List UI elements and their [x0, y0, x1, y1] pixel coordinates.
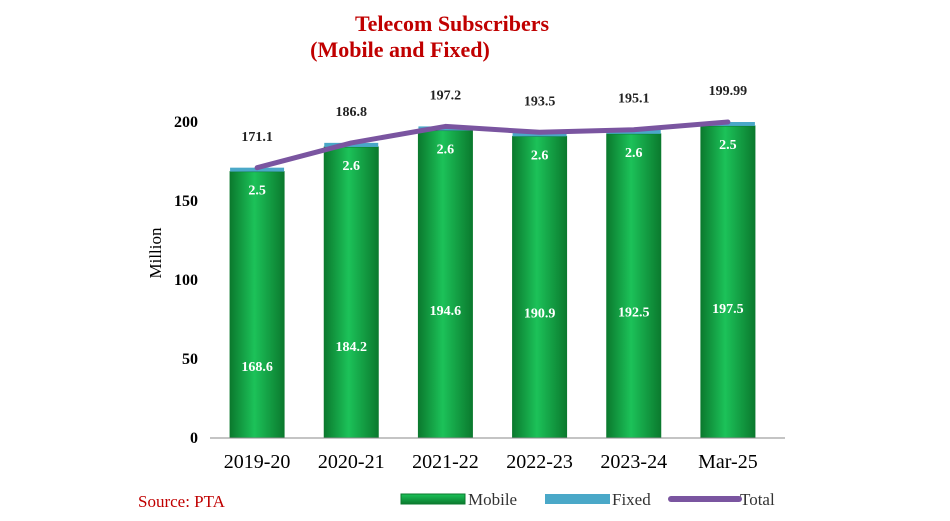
data-label-total: 171.1 [241, 130, 273, 145]
data-label-mobile: 184.2 [336, 340, 368, 355]
y-tick-label: 0 [190, 430, 198, 447]
total-line [254, 119, 731, 171]
data-label-total: 197.2 [430, 88, 462, 103]
y-axis-label: Million [146, 227, 165, 279]
data-label-total: 199.99 [709, 84, 748, 99]
data-label-fixed: 2.6 [437, 143, 455, 158]
data-label-mobile: 197.5 [712, 302, 744, 317]
x-tick-label: Mar-25 [698, 451, 758, 473]
x-tick-label: 2021-22 [412, 451, 479, 473]
bar-mobile [229, 171, 285, 439]
y-tick-label: 200 [174, 114, 198, 131]
x-axis: 2019-20 2020-21 2021-22 2022-23 2023-24 Mar-2… [224, 451, 758, 473]
legend-item-total: Total [668, 490, 775, 509]
data-label-fixed: 2.6 [625, 146, 643, 161]
y-tick-label: 100 [174, 272, 198, 289]
x-tick-label: 2020-21 [318, 451, 385, 473]
legend-item-fixed: Fixed [545, 490, 651, 509]
bars-group: 168.6 2.5 184.2 2.6 194.6 2.6 190.9 2.6 192.5 2.6… [229, 122, 756, 439]
legend-item-mobile: Mobile [400, 490, 517, 509]
legend-swatch-mobile [400, 493, 466, 505]
bar-mobile [700, 125, 756, 439]
bar-mobile [606, 133, 662, 439]
data-label-fixed: 2.5 [248, 184, 266, 199]
bar-mobile [512, 135, 568, 439]
data-label-mobile: 194.6 [430, 304, 462, 319]
legend: Mobile Fixed Total [400, 490, 775, 509]
data-label-mobile: 192.5 [618, 305, 650, 320]
data-label-mobile: 168.6 [241, 360, 273, 375]
legend-swatch-fixed [545, 494, 610, 504]
y-axis: 0 50 100 150 200 [174, 114, 198, 447]
data-label-mobile: 190.9 [524, 306, 556, 321]
legend-label-mobile: Mobile [468, 490, 517, 509]
chart-title: Telecom Subscribers [355, 11, 550, 36]
source-note: Source: PTA [138, 492, 226, 511]
data-label-fixed: 2.5 [719, 138, 737, 153]
data-label-total: 195.1 [618, 92, 650, 107]
data-label-total: 193.5 [524, 94, 556, 109]
y-tick-label: 50 [182, 351, 198, 368]
data-label-total: 186.8 [336, 105, 368, 120]
legend-label-fixed: Fixed [612, 490, 651, 509]
chart-subtitle: (Mobile and Fixed) [310, 37, 490, 62]
bar-mobile [417, 130, 473, 439]
x-tick-label: 2022-23 [506, 451, 573, 473]
legend-label-total: Total [740, 490, 775, 509]
y-tick-label: 150 [174, 193, 198, 210]
total-line-group: 171.1 186.8 197.2 193.5 195.1 199.99 [241, 84, 748, 171]
bar-mobile [323, 146, 379, 439]
x-tick-label: 2023-24 [600, 451, 667, 473]
x-tick-label: 2019-20 [224, 451, 291, 473]
data-label-fixed: 2.6 [531, 148, 549, 163]
data-label-fixed: 2.6 [343, 159, 361, 174]
